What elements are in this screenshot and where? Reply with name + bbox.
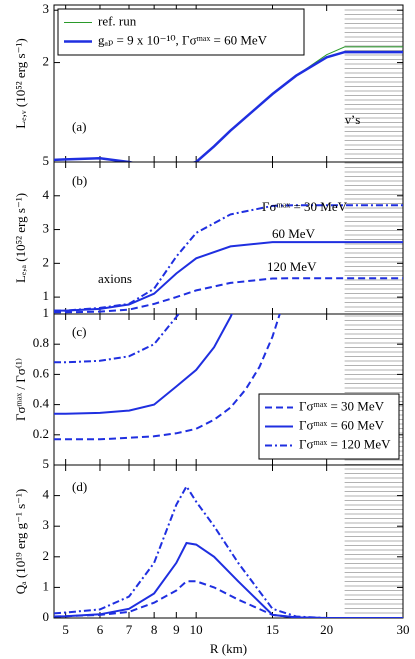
- annotation: 60 MeV: [272, 226, 316, 241]
- annotation: (c): [72, 324, 86, 339]
- y-tick-label: 0: [43, 609, 50, 624]
- y-tick-label: 2: [43, 254, 50, 269]
- annotation: 120 MeV: [267, 259, 317, 274]
- panel-frame: [53, 161, 404, 315]
- x-tick-label: 30: [397, 622, 410, 637]
- series-line: [54, 314, 233, 415]
- y-tick-label: 4: [43, 487, 50, 502]
- legend-label: gₐₚ = 9 x 10⁻¹⁰, Γσᵐᵃˣ = 60 MeV: [98, 32, 268, 47]
- y-axis-label: Lₑ,ₐ (10⁵² erg s⁻¹): [13, 193, 28, 283]
- legend-box: [57, 8, 305, 56]
- x-axis-label: R (km): [210, 641, 247, 656]
- y-axis-label: Γσᵐᵃˣ / Γσ⁽¹⁾: [13, 358, 28, 421]
- y-axis-label: Qₐ (10¹⁹ erg g⁻¹ s⁻¹): [13, 489, 28, 594]
- x-tick-label: 6: [97, 622, 104, 637]
- y-tick-label: 5: [43, 153, 50, 168]
- y-tick-label: 3: [43, 221, 50, 236]
- y-tick-label: 1: [43, 305, 50, 320]
- series-line: [54, 241, 403, 312]
- series-line: [54, 541, 403, 618]
- series-line: [54, 277, 403, 314]
- legend-label: Γσᵐᵃˣ = 60 MeV: [299, 417, 385, 432]
- y-axis-label: Lₑ,ᵥ (10⁵² erg s⁻¹): [13, 38, 28, 128]
- annotation: (b): [72, 173, 87, 188]
- y-tick-label: 4: [43, 187, 50, 202]
- plot-area: [54, 46, 403, 162]
- series-line: [54, 314, 281, 441]
- plot-area: [54, 484, 403, 618]
- y-tick-label: 2: [43, 54, 50, 69]
- x-tick-label: 10: [190, 622, 203, 637]
- y-tick-label: 0.8: [33, 335, 49, 350]
- x-tick-label: 5: [62, 622, 69, 637]
- x-tick-label: 15: [266, 622, 279, 637]
- y-tick-label: 5: [43, 456, 50, 471]
- y-tick-label: 1: [43, 578, 50, 593]
- series-line: [54, 50, 403, 162]
- annotation: (d): [72, 479, 87, 494]
- series-line: [54, 314, 180, 364]
- plot-area: [54, 204, 403, 314]
- annotation: axions: [98, 271, 132, 286]
- legend-label: Γσᵐᵃˣ = 120 MeV: [299, 436, 391, 451]
- series-line: [54, 484, 403, 618]
- x-tick-label: 8: [151, 622, 158, 637]
- x-tick-label: 7: [126, 622, 133, 637]
- legend-label: Γσᵐᵃˣ = 30 MeV: [299, 398, 385, 413]
- plot-area: [54, 314, 281, 441]
- x-tick-label: 20: [320, 622, 333, 637]
- annotation: (a): [72, 119, 86, 134]
- y-tick-label: 3: [43, 517, 50, 532]
- y-tick-label: 0.4: [33, 396, 50, 411]
- annotation: ν’s: [345, 112, 360, 127]
- y-tick-label: 0.6: [33, 365, 50, 380]
- legend-label: ref. run: [98, 13, 137, 28]
- panel-frame: [53, 464, 404, 619]
- y-tick-label: 3: [43, 1, 50, 16]
- x-tick-label: 9: [173, 622, 180, 637]
- y-tick-label: 0.2: [33, 426, 49, 441]
- y-tick-label: 1: [43, 288, 50, 303]
- y-tick-label: 2: [43, 548, 50, 563]
- annotation: Γσᵐᵃˣ = 30 MeV: [262, 199, 348, 214]
